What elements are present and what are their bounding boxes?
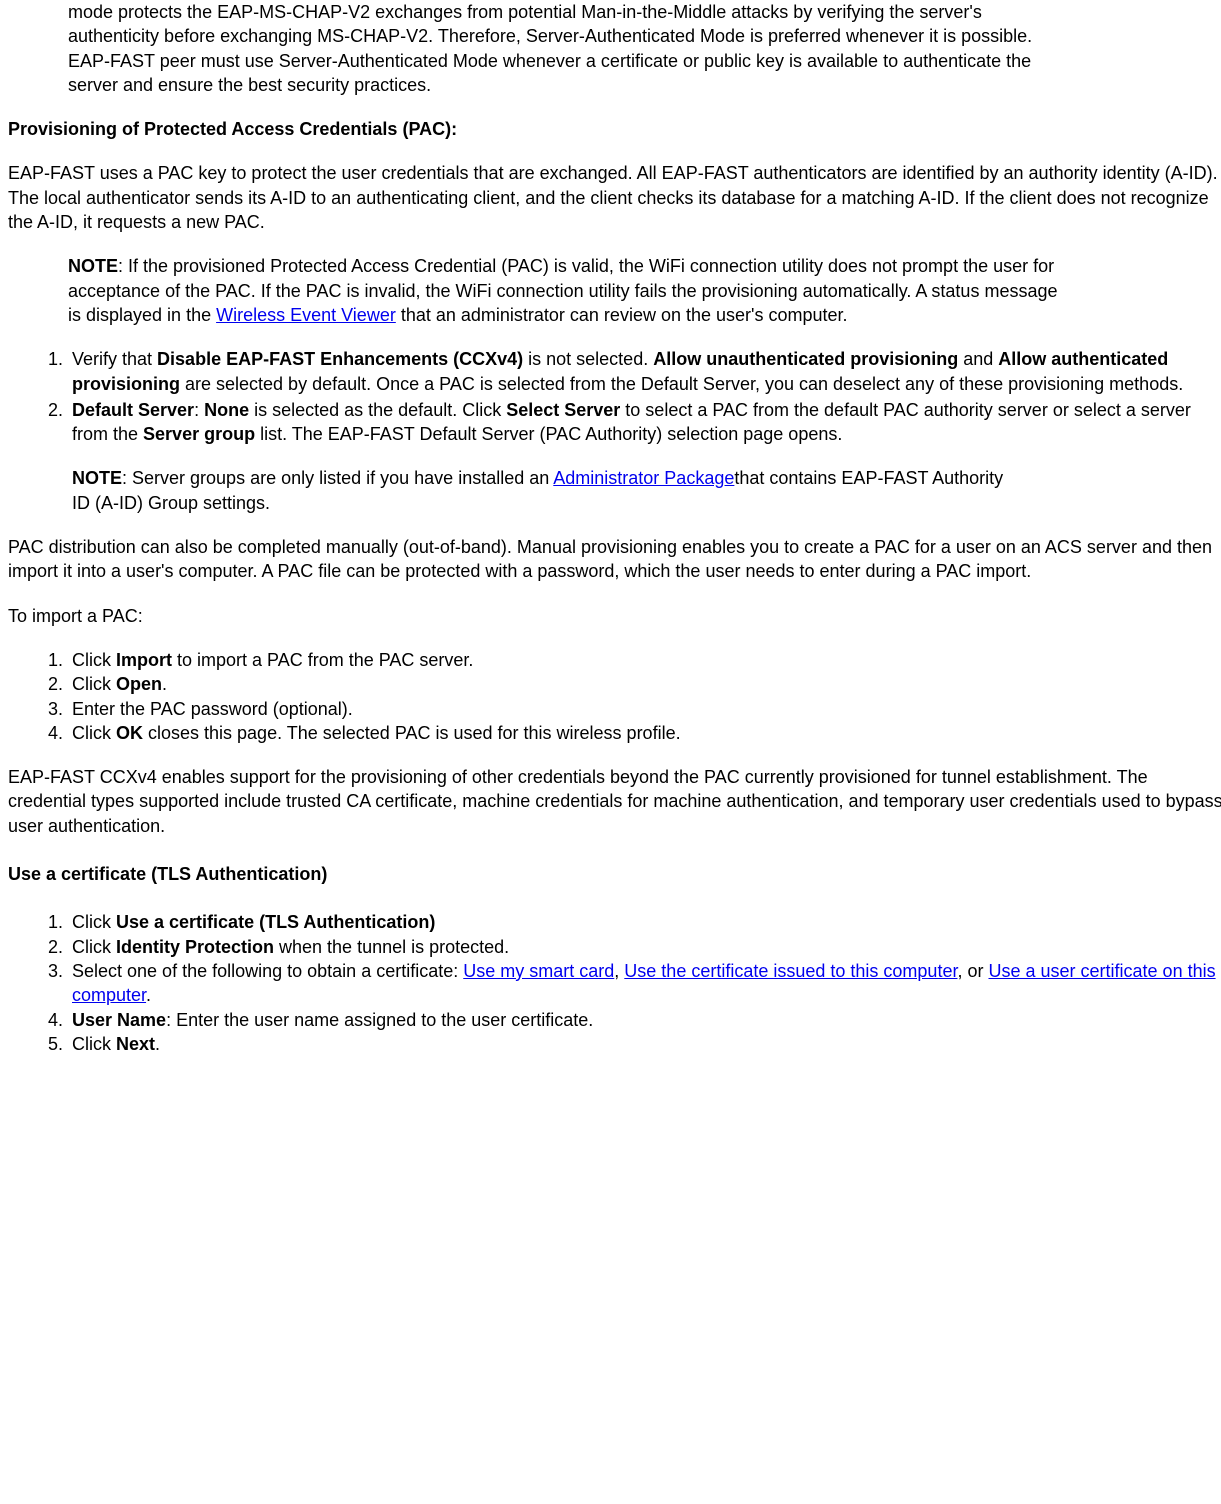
- item-text: is not selected.: [523, 349, 653, 369]
- item-bold: OK: [116, 723, 143, 743]
- item-text: ,: [614, 961, 624, 981]
- body-text: EAP-FAST uses a PAC key to protect the u…: [8, 163, 1218, 232]
- note-block: NOTE: If the provisioned Protected Acces…: [68, 254, 1068, 327]
- item-text: when the tunnel is protected.: [274, 937, 509, 957]
- list-item: Select one of the following to obtain a …: [68, 959, 1221, 1008]
- item-text: Click: [72, 674, 116, 694]
- item-text: Select one of the following to obtain a …: [72, 961, 463, 981]
- list-item: Click Import to import a PAC from the PA…: [68, 648, 1221, 672]
- item-bold: User Name: [72, 1010, 166, 1030]
- item-bold: None: [204, 400, 249, 420]
- list-item: User Name: Enter the user name assigned …: [68, 1008, 1221, 1032]
- wireless-event-viewer-link[interactable]: Wireless Event Viewer: [216, 305, 396, 325]
- tls-auth-steps-list: Click Use a certificate (TLS Authenticat…: [8, 910, 1221, 1056]
- item-text: .: [162, 674, 167, 694]
- note-label: NOTE: [72, 468, 122, 488]
- item-text: .: [146, 985, 151, 1005]
- item-text: Click: [72, 650, 116, 670]
- item-bold: Use a certificate (TLS Authentication): [116, 912, 435, 932]
- import-pac-steps-list: Click Import to import a PAC from the PA…: [8, 648, 1221, 745]
- body-paragraph: PAC distribution can also be completed m…: [8, 535, 1221, 584]
- section-heading-pac: Provisioning of Protected Access Credent…: [8, 117, 1221, 141]
- item-text: Click: [72, 912, 116, 932]
- body-paragraph: To import a PAC:: [8, 604, 1221, 628]
- item-bold: Default Server: [72, 400, 194, 420]
- item-text: and: [958, 349, 998, 369]
- note-text: that an administrator can review on the …: [396, 305, 848, 325]
- item-text: closes this page. The selected PAC is us…: [143, 723, 681, 743]
- body-text: To import a PAC:: [8, 606, 143, 626]
- item-text: Click: [72, 723, 116, 743]
- body-text: PAC distribution can also be completed m…: [8, 537, 1212, 581]
- body-text: EAP-FAST CCXv4 enables support for the p…: [8, 767, 1221, 836]
- item-text: is selected as the default. Click: [249, 400, 506, 420]
- provisioning-steps-list: Verify that Disable EAP-FAST Enhancement…: [8, 347, 1221, 515]
- list-item: Click Open.: [68, 672, 1221, 696]
- item-text: Click: [72, 1034, 116, 1054]
- body-paragraph: EAP-FAST uses a PAC key to protect the u…: [8, 161, 1221, 234]
- heading-text: Use a certificate (TLS Authentication): [8, 864, 327, 884]
- note-block: NOTE: Server groups are only listed if y…: [72, 466, 1012, 515]
- item-bold: Allow unauthenticated provisioning: [653, 349, 958, 369]
- section-heading-tls: Use a certificate (TLS Authentication): [8, 862, 1221, 886]
- heading-suffix: :: [451, 119, 457, 139]
- item-text: to import a PAC from the PAC server.: [172, 650, 473, 670]
- administrator-package-link[interactable]: Administrator Package: [553, 468, 734, 488]
- use-smart-card-link[interactable]: Use my smart card: [463, 961, 614, 981]
- item-bold: Next: [116, 1034, 155, 1054]
- list-item: Enter the PAC password (optional).: [68, 697, 1221, 721]
- item-text: Verify that: [72, 349, 157, 369]
- list-item: Click Use a certificate (TLS Authenticat…: [68, 910, 1221, 934]
- item-text: list. The EAP-FAST Default Server (PAC A…: [255, 424, 842, 444]
- list-item: Default Server: None is selected as the …: [68, 398, 1221, 515]
- item-text: :: [194, 400, 204, 420]
- heading-text: Provisioning of Protected Access Credent…: [8, 119, 451, 139]
- item-text: are selected by default. Once a PAC is s…: [180, 374, 1183, 394]
- body-text: mode protects the EAP-MS-CHAP-V2 exchang…: [68, 2, 1032, 95]
- body-paragraph: EAP-FAST CCXv4 enables support for the p…: [8, 765, 1221, 838]
- list-item: Click OK closes this page. The selected …: [68, 721, 1221, 745]
- item-text: : Enter the user name assigned to the us…: [166, 1010, 593, 1030]
- item-text: , or: [957, 961, 988, 981]
- note-label: NOTE: [68, 256, 118, 276]
- item-bold: Server group: [143, 424, 255, 444]
- item-bold: Open: [116, 674, 162, 694]
- item-text: .: [155, 1034, 160, 1054]
- item-text: Click: [72, 937, 116, 957]
- list-item: Verify that Disable EAP-FAST Enhancement…: [68, 347, 1221, 396]
- use-cert-issued-link[interactable]: Use the certificate issued to this compu…: [624, 961, 957, 981]
- item-bold: Identity Protection: [116, 937, 274, 957]
- item-text: Enter the PAC password (optional).: [72, 699, 353, 719]
- list-item: Click Identity Protection when the tunne…: [68, 935, 1221, 959]
- item-bold: Import: [116, 650, 172, 670]
- item-bold: Select Server: [506, 400, 620, 420]
- item-bold: Disable EAP-FAST Enhancements (CCXv4): [157, 349, 523, 369]
- list-item: Click Next.: [68, 1032, 1221, 1056]
- intro-paragraph: mode protects the EAP-MS-CHAP-V2 exchang…: [68, 0, 1068, 97]
- note-text: : Server groups are only listed if you h…: [122, 468, 553, 488]
